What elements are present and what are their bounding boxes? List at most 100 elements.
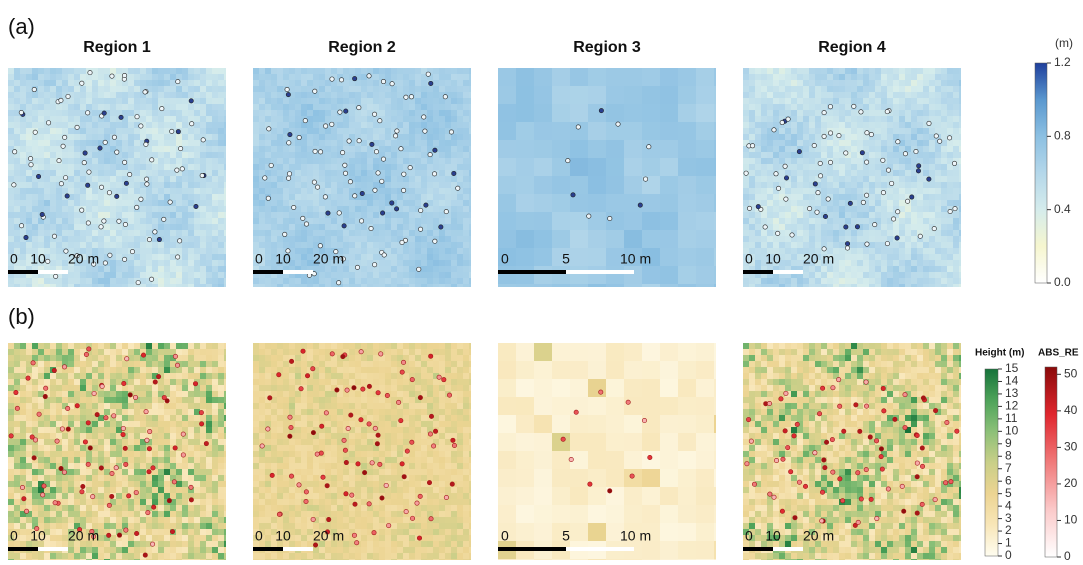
tree-point: [145, 438, 149, 442]
raster-cell: [218, 433, 224, 439]
raster-cell: [104, 493, 110, 499]
raster-cell: [265, 98, 271, 104]
tree-point: [175, 168, 179, 172]
raster-cell: [92, 134, 98, 140]
tree-point: [40, 212, 44, 216]
raster-cell: [56, 535, 62, 541]
raster-cell: [32, 230, 38, 236]
raster-cell: [86, 547, 92, 553]
raster-cell: [194, 433, 200, 439]
raster-cell: [116, 373, 122, 379]
raster-cell: [463, 164, 469, 170]
tree-point: [347, 139, 351, 143]
raster-cell: [212, 481, 218, 487]
raster-cell: [194, 445, 200, 451]
raster-cell: [164, 74, 170, 80]
raster-cell: [463, 397, 469, 403]
raster-cell: [32, 122, 38, 128]
raster-cell: [8, 367, 14, 373]
raster-cell: [116, 439, 122, 445]
raster-cell: [259, 367, 265, 373]
raster-cell: [343, 182, 349, 188]
raster-cell: [373, 182, 379, 188]
raster-cell: [182, 128, 188, 134]
raster-cell: [271, 170, 277, 176]
raster-cell: [26, 469, 32, 475]
raster-cell: [14, 427, 20, 433]
raster-cell: [301, 92, 307, 98]
raster-cell: [265, 403, 271, 409]
raster-cell: [355, 122, 361, 128]
tree-point: [287, 172, 291, 176]
raster-cell: [409, 361, 415, 367]
raster-cell: [56, 128, 62, 134]
colorbar-title: ABS_RE: [1038, 348, 1079, 359]
raster-cell: [319, 373, 325, 379]
raster-cell: [8, 505, 14, 511]
raster-cell: [224, 421, 226, 427]
raster-cell: [14, 188, 20, 194]
raster-cell: [331, 272, 337, 278]
raster-cell: [224, 230, 226, 236]
raster-cell: [158, 116, 164, 122]
raster-cell: [313, 409, 319, 415]
raster-cell: [319, 224, 325, 230]
raster-cell: [92, 272, 98, 278]
raster-cell: [361, 427, 367, 433]
raster-cell: [200, 98, 206, 104]
raster-cell: [116, 92, 122, 98]
raster-cell: [373, 272, 379, 278]
raster-cell: [439, 152, 445, 158]
raster-cell: [385, 421, 391, 427]
raster-cell: [343, 92, 349, 98]
raster-cell: [134, 80, 140, 86]
raster-cell: [104, 481, 110, 487]
raster-cell: [104, 427, 110, 433]
raster-cell: [218, 367, 224, 373]
raster-cell: [397, 92, 403, 98]
raster-cell: [409, 80, 415, 86]
raster-cell: [50, 457, 56, 463]
raster-cell: [313, 415, 319, 421]
raster-cell: [397, 218, 403, 224]
raster-cell: [104, 343, 110, 349]
raster-cell: [331, 140, 337, 146]
raster-cell: [38, 284, 44, 287]
raster-cell: [122, 266, 128, 272]
raster-cell: [373, 355, 379, 361]
raster-cell: [271, 134, 277, 140]
tree-point: [87, 347, 91, 351]
raster-cell: [20, 254, 26, 260]
raster-cell: [38, 427, 44, 433]
raster-cell: [38, 242, 44, 248]
raster-cell: [295, 152, 301, 158]
raster-cell: [218, 176, 224, 182]
raster-cell: [194, 218, 200, 224]
raster-cell: [385, 140, 391, 146]
raster-cell: [62, 218, 68, 224]
raster-cell: [259, 164, 265, 170]
raster-cell: [194, 469, 200, 475]
tree-point: [402, 172, 406, 176]
raster-cell: [62, 206, 68, 212]
raster-cell: [313, 68, 319, 74]
raster-cell: [98, 212, 104, 218]
raster-cell: [8, 224, 14, 230]
raster-cell: [367, 164, 373, 170]
raster-cell: [128, 517, 134, 523]
tree-point: [417, 267, 421, 271]
raster-cell: [104, 391, 110, 397]
raster-cell: [8, 385, 14, 391]
raster-cell: [379, 260, 385, 266]
raster-cell: [367, 427, 373, 433]
raster-cell: [265, 224, 271, 230]
raster-cell: [164, 80, 170, 86]
raster-cell: [20, 451, 26, 457]
raster-cell: [253, 122, 259, 128]
raster-cell: [80, 421, 86, 427]
raster-cell: [451, 409, 457, 415]
raster-cell: [277, 230, 283, 236]
raster-cell: [206, 415, 212, 421]
raster-cell: [409, 367, 415, 373]
raster-cell: [224, 272, 226, 278]
